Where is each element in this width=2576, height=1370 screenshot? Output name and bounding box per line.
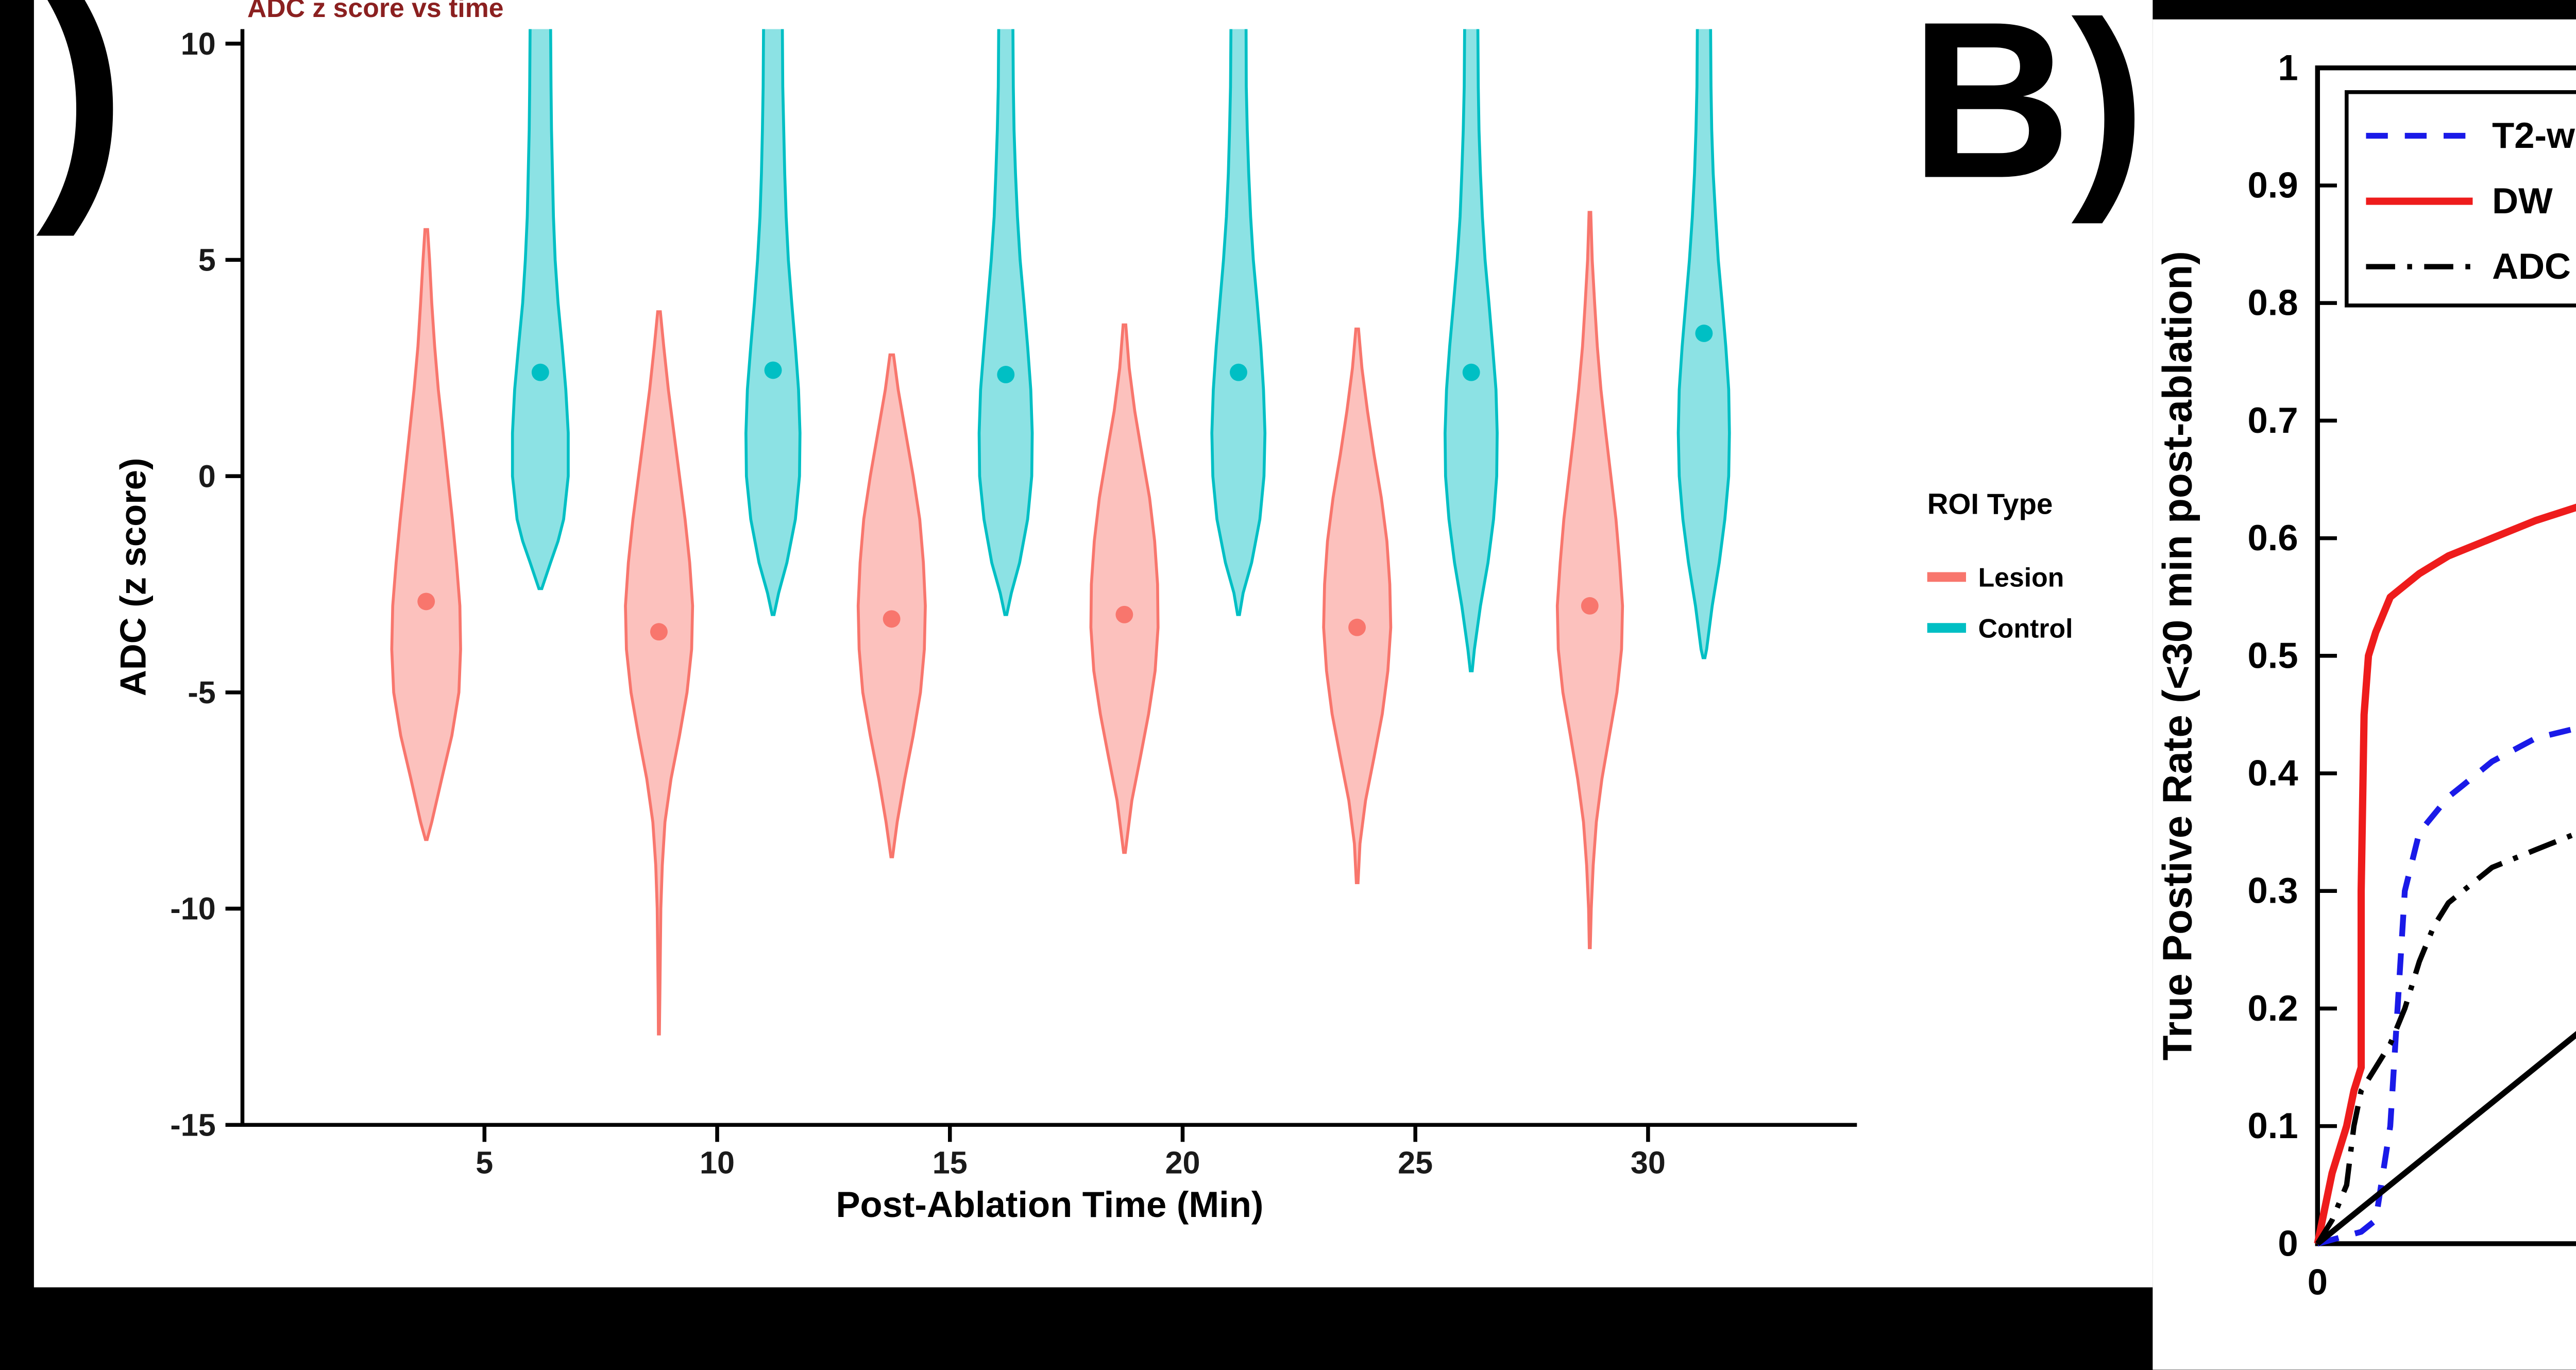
violin-control-t25 <box>1444 29 1499 672</box>
mean-dot-control-t15 <box>997 366 1015 383</box>
roc-ylabel: True Postive Rate (<30 min post-ablation… <box>2155 251 2200 1060</box>
roi-legend-title: ROI Type <box>1927 488 2053 520</box>
violin-control-t30 <box>1676 29 1731 659</box>
x-tick-label: 5 <box>476 1145 493 1180</box>
violin-lesion-t30 <box>1555 211 1624 950</box>
violin-control-t5 <box>511 29 570 590</box>
panel-b-label: B) <box>1910 0 2146 226</box>
roc-series-dw <box>2314 503 2576 1245</box>
roc-y-tick-label: 0.1 <box>2248 1105 2298 1146</box>
roc-series-t2-w <box>2316 725 2576 1247</box>
mean-dot-lesion-t5 <box>417 593 435 611</box>
x-tick-label: 20 <box>1165 1145 1200 1180</box>
mean-dot-control-t30 <box>1695 325 1713 342</box>
roc-y-tick-label: 1 <box>2278 47 2298 88</box>
x-tick-label: 30 <box>1631 1145 1666 1180</box>
y-tick-label: 10 <box>181 26 216 61</box>
mean-dot-control-t10 <box>764 361 782 379</box>
roc-series-reference <box>2315 1031 2576 1246</box>
legend-label-control: Control <box>1978 614 2073 644</box>
x-tick-label: 10 <box>700 1145 735 1180</box>
violin-lesion-t10 <box>624 310 694 1036</box>
violin-chart-svg: ADC z score vs time 10 5 0 -5 -10 -15 5 10 15 20 25… <box>112 0 2073 1225</box>
roc-x-tick-label: 0 <box>2308 1262 2328 1303</box>
y-tick-label: -5 <box>188 675 215 710</box>
roc-y-tick-label: 0.4 <box>2248 753 2298 793</box>
mean-dot-control-t20 <box>1230 363 1247 381</box>
roc-legend-label-t2-w: T2-w <box>2492 115 2575 156</box>
mean-dot-lesion-t25 <box>1348 618 1366 636</box>
violin-control-t20 <box>1210 29 1267 616</box>
panel-a-label: A) <box>0 0 127 238</box>
violin-lesion-t25 <box>1322 327 1393 885</box>
roc-y-tick-label: 0.6 <box>2248 517 2298 558</box>
x-tick-label: 15 <box>933 1145 968 1180</box>
panel-a-title: ADC z score vs time <box>247 0 504 23</box>
violin-control-t15 <box>977 29 1034 616</box>
roc-legend-label-adc: ADC <box>2492 246 2571 286</box>
panel-b-roc-plot: 00.20.40.60.8100.10.20.30.40.50.60.70.80… <box>2153 19 2576 1370</box>
roc-legend-label-dw: DW <box>2492 180 2553 221</box>
roc-y-tick-label: 0.8 <box>2248 282 2298 323</box>
x-tick-label: 25 <box>1398 1145 1433 1180</box>
roc-y-tick-label: 0.9 <box>2248 164 2298 205</box>
roc-y-tick-label: 0.2 <box>2248 988 2298 1028</box>
mean-dot-control-t5 <box>531 363 549 381</box>
mean-dot-lesion-t15 <box>883 610 901 628</box>
y-tick-label: 5 <box>198 243 216 278</box>
panel-a-violin-plot: ADC z score vs time 10 5 0 -5 -10 -15 5 10 15 20 25… <box>33 0 2153 1288</box>
panel-a-ylabel: ADC (z score) <box>112 458 153 696</box>
violin-lesion-t5 <box>390 228 462 841</box>
roc-y-tick-label: 0 <box>2278 1223 2298 1263</box>
roc-y-tick-label: 0.3 <box>2248 870 2298 911</box>
y-tick-label: -15 <box>170 1107 215 1142</box>
y-tick-label: 0 <box>198 459 216 494</box>
roc-y-tick-label: 0.7 <box>2248 400 2298 441</box>
roc-series-adc <box>2315 831 2576 1245</box>
mean-dot-control-t25 <box>1462 363 1480 381</box>
y-tick-label: -10 <box>170 891 215 926</box>
violin-lesion-t20 <box>1089 323 1160 854</box>
violin-lesion-t15 <box>856 353 927 858</box>
legend-label-lesion: Lesion <box>1978 563 2064 593</box>
mean-dot-lesion-t10 <box>650 623 668 641</box>
mean-dot-lesion-t30 <box>1581 597 1599 615</box>
roc-y-tick-label: 0.5 <box>2248 635 2298 675</box>
violin-control-t10 <box>744 29 802 616</box>
roc-chart-svg: 00.20.40.60.8100.10.20.30.40.50.60.70.80… <box>2155 47 2576 1303</box>
panel-a-xlabel: Post-Ablation Time (Min) <box>836 1184 1263 1225</box>
mean-dot-lesion-t20 <box>1115 605 1133 623</box>
